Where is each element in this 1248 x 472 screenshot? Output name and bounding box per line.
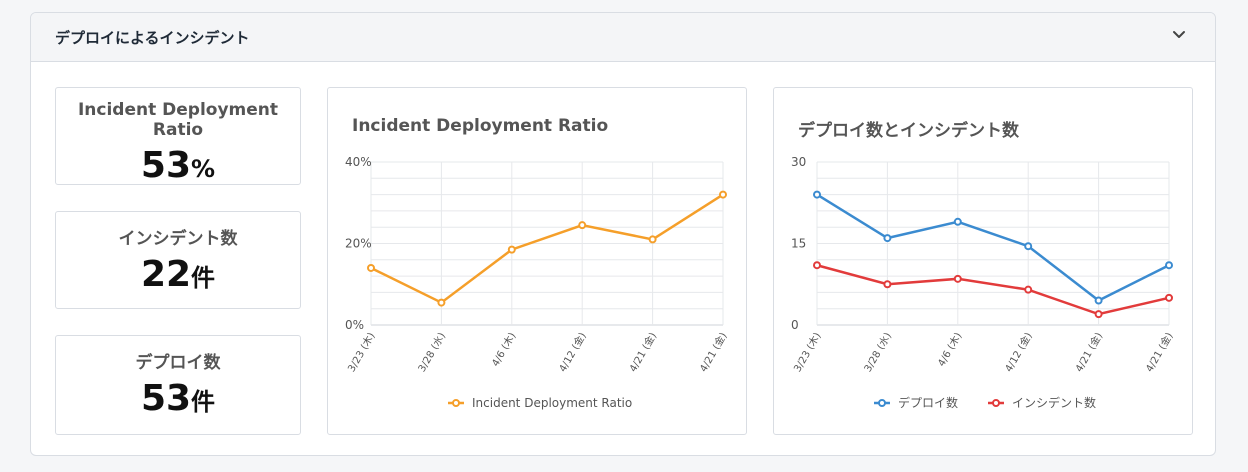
data-point xyxy=(648,235,657,244)
series-line xyxy=(816,264,1170,316)
stat-label: インシデント数 xyxy=(118,229,238,249)
data-point xyxy=(1024,285,1033,294)
data-point xyxy=(1165,293,1173,302)
stat-number: 53 xyxy=(140,145,192,186)
legend-label[interactable]: デプロイ数 xyxy=(898,395,958,410)
stat-unit: % xyxy=(191,155,216,183)
data-point xyxy=(813,190,821,199)
stat-unit: 件 xyxy=(191,264,216,292)
x-tick-label: 4/6 (木) xyxy=(935,330,964,368)
x-tick-label: 4/21 (金) xyxy=(1072,330,1105,374)
panel-header[interactable]: デプロイによるインシデント xyxy=(31,13,1215,62)
counts-chart: 0 15 30 3/23 (木) 3/28 (水) 4/6 (木) 4/12 (金) 4/21… xyxy=(791,155,1176,410)
panel-title: デプロイによるインシデント xyxy=(55,29,250,47)
legend-marker xyxy=(878,399,886,407)
counts-chart-card: デプロイ数とインシデント数 0 15 30 3/23 (木) 3/28 (水) 4/6 (… xyxy=(773,87,1193,435)
data-point xyxy=(953,274,962,283)
stat-value: 53% xyxy=(56,144,300,191)
stat-label: Incident Deployment Ratio xyxy=(77,100,279,140)
x-tick-label: 4/6 (木) xyxy=(489,330,518,368)
stat-card-deploys: デプロイ数 53件 xyxy=(55,335,301,435)
stat-card-ratio: Incident Deployment Ratio 53% xyxy=(55,87,301,186)
chart-title: Incident Deployment Ratio xyxy=(352,116,609,136)
x-tick-label: 4/21 (金) xyxy=(626,330,659,374)
y-tick-label: 15 xyxy=(791,237,806,251)
y-tick-label: 0% xyxy=(345,318,364,332)
data-point xyxy=(507,245,516,254)
data-point xyxy=(883,234,892,243)
data-point xyxy=(813,261,821,270)
y-tick-label: 20% xyxy=(345,237,372,251)
y-tick-label: 0 xyxy=(791,318,799,332)
legend-label[interactable]: Incident Deployment Ratio xyxy=(472,396,632,410)
x-tick-label: 3/23 (木) xyxy=(791,330,823,374)
chevron-down-icon[interactable] xyxy=(1169,25,1189,45)
data-point xyxy=(1165,261,1173,270)
chart-title: デプロイ数とインシデント数 xyxy=(798,121,1019,141)
stat-card-incidents: インシデント数 22件 xyxy=(55,211,301,309)
x-tick-label: 3/23 (木) xyxy=(345,330,377,374)
legend-marker xyxy=(452,399,460,407)
data-point xyxy=(1094,296,1103,305)
legend-marker xyxy=(992,399,1000,407)
legend-label[interactable]: インシデント数 xyxy=(1012,395,1096,410)
data-point xyxy=(578,221,587,230)
ratio-chart: 0% 20% 40% 3/23 (木) 3/28 (水) 4/6 (木) 4/12 (金) 4… xyxy=(345,155,730,410)
series-line xyxy=(816,193,1170,303)
x-tick-label: 4/12 (金) xyxy=(1002,330,1035,374)
series-line xyxy=(370,193,724,305)
stat-number: 53 xyxy=(140,378,192,419)
stat-unit: 件 xyxy=(191,388,216,416)
ratio-chart-card: Incident Deployment Ratio 0% 20% 40% 3/23 (… xyxy=(327,87,747,435)
stat-value: 22件 xyxy=(56,253,300,300)
stat-label: デプロイ数 xyxy=(135,353,221,373)
incidents-panel: デプロイによるインシデント Incident Deployment Ratio … xyxy=(30,12,1216,456)
y-tick-label: 30 xyxy=(791,155,806,169)
data-point xyxy=(1094,310,1103,319)
data-point xyxy=(367,263,375,272)
data-point xyxy=(437,298,446,307)
stat-number: 22 xyxy=(140,254,192,295)
x-tick-label: 3/28 (水) xyxy=(416,330,448,374)
stat-value: 53件 xyxy=(56,377,300,424)
data-point xyxy=(953,217,962,226)
x-tick-label: 4/21 (金) xyxy=(697,330,730,374)
y-tick-label: 40% xyxy=(345,155,372,169)
x-tick-label: 4/21 (金) xyxy=(1143,330,1176,374)
data-point xyxy=(719,190,727,199)
x-tick-label: 4/12 (金) xyxy=(556,330,589,374)
x-tick-label: 3/28 (水) xyxy=(862,330,894,374)
data-point xyxy=(1024,242,1033,251)
data-point xyxy=(883,280,892,289)
